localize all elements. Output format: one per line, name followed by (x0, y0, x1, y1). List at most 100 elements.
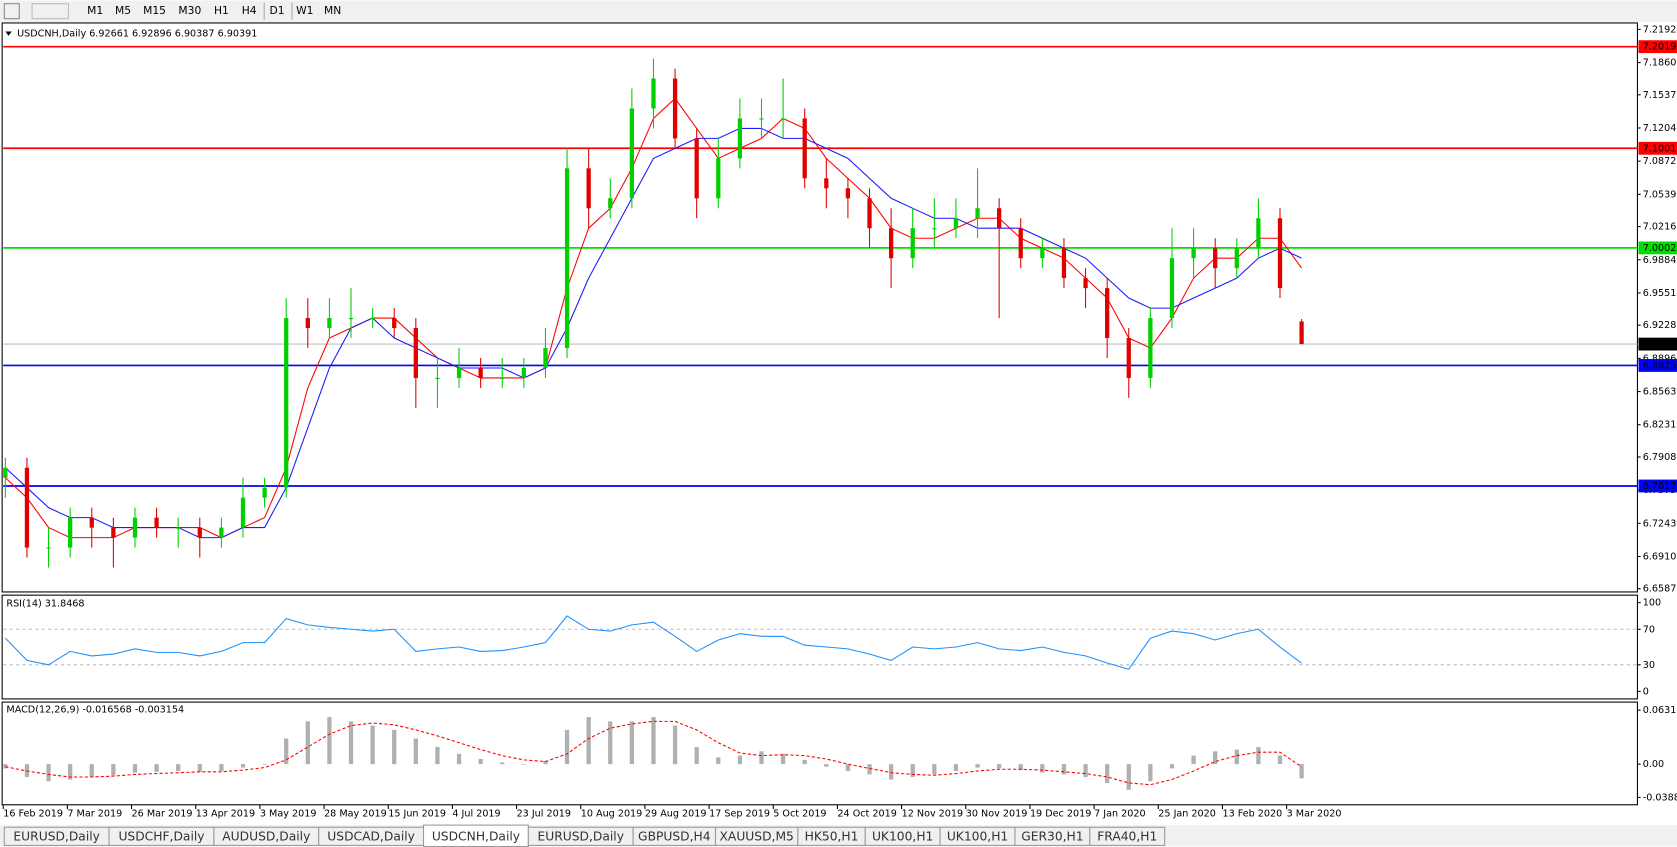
candle-body (651, 78, 656, 109)
timeframe-button[interactable]: M15 (143, 4, 166, 17)
candle-body (176, 527, 181, 529)
level-label: 7.00029 (1643, 243, 1677, 254)
tab-label[interactable]: UK100,H1 (947, 829, 1008, 843)
macd-bar (370, 725, 375, 765)
candle-body (521, 367, 526, 378)
y-tick-label: 6.85635 (1643, 387, 1677, 398)
x-tick-label: 12 Nov 2019 (902, 808, 964, 819)
macd-title: MACD(12,26,9) -0.016568 -0.003154 (6, 705, 184, 716)
y-tick-label: 6.88960 (1643, 353, 1677, 364)
y-tick-label: 7.21925 (1643, 24, 1677, 35)
timeframe-button[interactable]: MN (324, 4, 341, 17)
tab-label[interactable]: XAUUSD,M5 (720, 829, 794, 843)
macd-bar (284, 738, 289, 765)
candle-body (716, 158, 721, 199)
main-panel (1, 22, 1638, 593)
candle-body (867, 198, 872, 229)
macd-bar (672, 725, 678, 765)
candle-body (1169, 258, 1175, 319)
macd-bar (154, 764, 159, 772)
toolbar (0, 0, 1677, 22)
candle-body (197, 527, 202, 538)
timeframe-button[interactable]: M30 (178, 4, 201, 17)
macd-bar (997, 764, 1002, 769)
tab-label[interactable]: EURUSD,Daily (13, 829, 100, 843)
tab-label[interactable]: EURUSD,Daily (537, 829, 624, 843)
candle-body (348, 318, 354, 320)
tab-label[interactable]: UK100,H1 (872, 829, 933, 843)
tab[interactable] (1089, 826, 1166, 846)
candle-body (262, 487, 267, 498)
macd-bar (413, 738, 418, 765)
toolbar-icon[interactable] (3, 3, 20, 20)
last-price-bg (1638, 337, 1677, 351)
macd-bar (1148, 764, 1153, 782)
candle-body (1191, 248, 1196, 259)
macd-bar (327, 717, 332, 765)
timeframe-button[interactable]: M1 (87, 4, 103, 17)
candle-body (694, 138, 699, 199)
candle-body (1213, 248, 1218, 269)
candle-body (500, 377, 505, 379)
macd-bar (543, 760, 548, 765)
y-tick-label: 6.82310 (1643, 420, 1677, 431)
candle-body (413, 328, 418, 378)
macd-bar (1191, 755, 1196, 765)
candle-body (543, 347, 548, 368)
macd-bar (3, 764, 8, 769)
macd-bar (802, 759, 807, 765)
tab-label[interactable]: HK50,H1 (805, 829, 859, 843)
macd-tick-label: -0.03887 (1643, 792, 1677, 803)
macd-bar (975, 764, 980, 768)
candle-body (932, 228, 937, 230)
tab-label[interactable]: USDCNH,Daily (432, 829, 520, 843)
rsi-tick-label: 30 (1643, 660, 1655, 671)
macd-bar (500, 762, 505, 765)
x-tick-label: 15 Jun 2019 (388, 808, 446, 819)
candle-body (1299, 321, 1304, 345)
macd-bar (651, 717, 656, 765)
timeframe-button[interactable]: H1 (214, 4, 229, 17)
macd-bar (867, 764, 872, 775)
y-tick-label: 7.08720 (1643, 156, 1677, 167)
candle-body (737, 118, 743, 159)
candle-body (327, 318, 332, 329)
candle-body (392, 318, 397, 329)
macd-bar (240, 764, 246, 768)
x-tick-label: 25 Jan 2020 (1158, 808, 1216, 819)
rsi-tick-label: 70 (1643, 624, 1655, 635)
candle-body (1126, 338, 1131, 378)
tab-label[interactable]: GBPUSD,H4 (638, 829, 711, 843)
x-tick-label: 7 Jan 2020 (1094, 808, 1146, 819)
y-tick-label: 7.15370 (1643, 90, 1677, 101)
tab-label[interactable]: USDCAD,Daily (327, 829, 415, 843)
toolbar-icon[interactable] (31, 3, 69, 20)
tab-label[interactable]: AUDUSD,Daily (222, 829, 310, 843)
timeframe-button[interactable]: D1 (269, 4, 284, 17)
macd-bar (262, 764, 267, 765)
tab-label[interactable]: FRA40,H1 (1097, 829, 1157, 843)
macd-bar (435, 747, 440, 765)
y-tick-label: 7.05395 (1643, 189, 1677, 200)
macd-panel (1, 701, 1638, 806)
candle-body (845, 188, 851, 199)
candle-body (1061, 248, 1067, 279)
macd-bar (586, 717, 591, 765)
x-tick-label: 28 May 2019 (324, 808, 387, 819)
level-label-bg (1638, 479, 1677, 493)
title-arrow (5, 31, 12, 36)
y-tick-label: 6.98840 (1643, 255, 1677, 266)
timeframe-button[interactable]: M5 (115, 4, 131, 17)
x-tick-label: 3 Mar 2020 (1287, 808, 1342, 819)
candle-body (24, 467, 30, 548)
tab-label[interactable]: USDCHF,Daily (118, 829, 204, 843)
tab-label[interactable]: GER30,H1 (1021, 829, 1083, 843)
candle-body (1234, 248, 1239, 269)
timeframe-bar: M1 M5 M15 M30 H1 H4 D1 W1 MN (87, 2, 341, 20)
macd-bar (759, 751, 764, 765)
candle-body (1040, 248, 1045, 259)
candle-body (1083, 278, 1088, 289)
timeframe-button[interactable]: H4 (242, 4, 257, 17)
timeframe-button[interactable]: W1 (296, 4, 313, 17)
